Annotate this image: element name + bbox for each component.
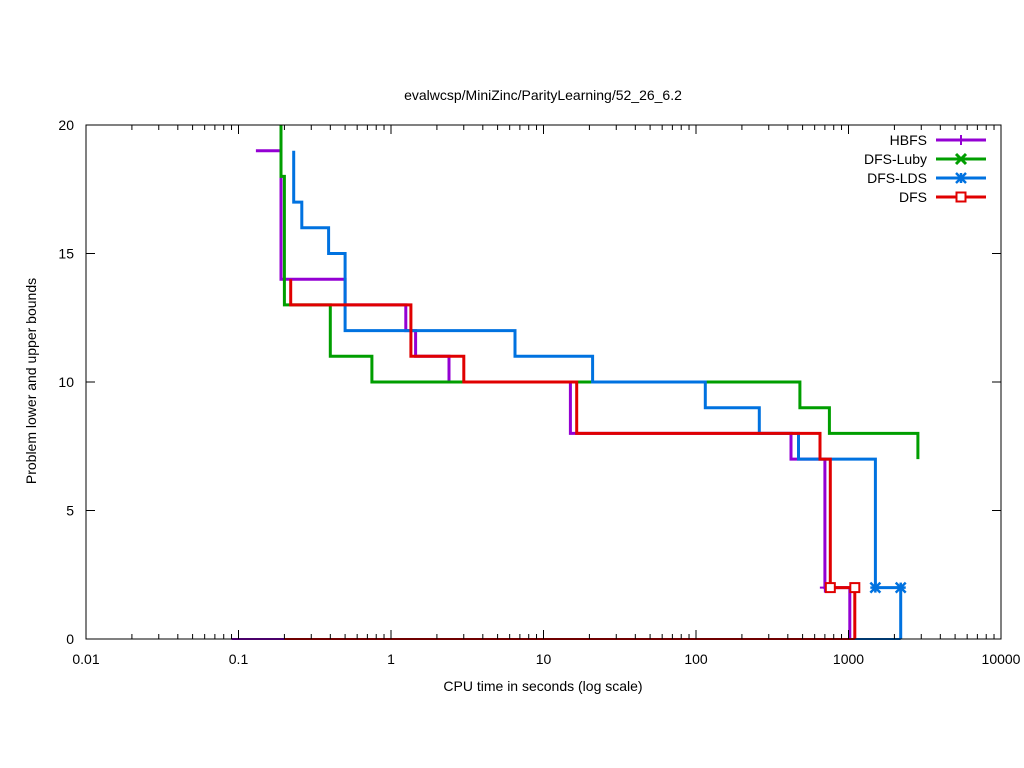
series-dfs [284, 279, 861, 640]
series-dfs-upper-line [289, 279, 857, 639]
series-dfs-marker-1 [849, 582, 861, 594]
x-tick-label: 10000 [982, 651, 1021, 667]
x-tick-label: 1000 [833, 651, 864, 667]
series-dfs-luby-upper-line [279, 125, 920, 460]
legend-marker-hbfs [956, 135, 966, 145]
y-tick-label: 20 [58, 117, 74, 133]
legend: HBFS DFS-Luby DFS-LDS DFS [864, 132, 986, 205]
x-tick-label: 10 [536, 651, 552, 667]
series-dfs-lds [292, 150, 907, 640]
x-tick-label: 0.1 [229, 651, 249, 667]
legend-item-dfs-luby: DFS-Luby [864, 151, 986, 167]
x-tick-label: 1 [387, 651, 395, 667]
legend-item-hbfs: HBFS [890, 132, 986, 148]
x-tick-label: 100 [684, 651, 708, 667]
series-dfs-marker-0 [824, 582, 836, 594]
series-dfs-lds-marker-0 [869, 581, 882, 594]
y-tick-label: 15 [58, 246, 74, 262]
series-dfs-luby [279, 125, 920, 460]
legend-label: HBFS [890, 132, 927, 148]
legend-item-dfs: DFS [899, 189, 986, 205]
axes: 0.01 0.1 1 10 100 1000 10000 0 5 10 15 20 [58, 117, 1020, 667]
x-axis-label: CPU time in seconds (log scale) [443, 678, 642, 694]
series-dfs-lds-upper-line [292, 150, 903, 639]
legend-item-dfs-lds: DFS-LDS [867, 170, 986, 186]
series-dfs-lds-marker-1 [894, 581, 907, 594]
y-tick-label: 10 [58, 374, 74, 390]
legend-marker-dfs-luby [954, 152, 968, 166]
legend-label: DFS-LDS [867, 170, 927, 186]
y-tick-label: 0 [66, 631, 74, 647]
series-layer [231, 125, 920, 640]
legend-marker-dfs-lds [955, 172, 967, 184]
chart-title: evalwcsp/MiniZinc/ParityLearning/52_26_6… [404, 87, 682, 103]
legend-label: DFS-Luby [864, 151, 927, 167]
legend-label: DFS [899, 189, 927, 205]
y-axis-label: Problem lower and upper bounds [23, 278, 39, 484]
series-hbfs [231, 149, 852, 640]
series-hbfs-upper-line [255, 149, 852, 639]
y-tick-label: 5 [66, 503, 74, 519]
legend-marker-dfs [955, 191, 967, 203]
x-tick-label: 0.01 [72, 651, 99, 667]
